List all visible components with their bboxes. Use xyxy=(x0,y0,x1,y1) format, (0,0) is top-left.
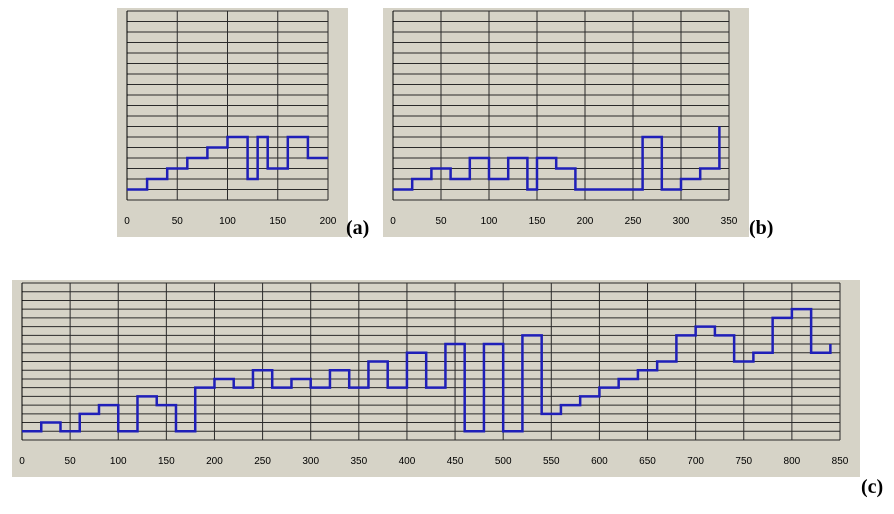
x-tick-label: 450 xyxy=(447,456,464,467)
x-tick-label: 800 xyxy=(784,456,801,467)
x-tick-label: 50 xyxy=(435,216,447,227)
chart-svg-b: 0 50 100 150 200 250 300 350 xyxy=(390,10,738,227)
panel-label-c: (c) xyxy=(861,476,884,498)
panel-label-b: (b) xyxy=(749,217,774,239)
x-tick-label: 300 xyxy=(302,456,319,467)
chart-svg-c: 0 50 100 150 200 250 300 350 400 450 500 550 600 650 7… xyxy=(19,282,849,467)
x-tick-label: 0 xyxy=(124,216,130,227)
x-tick-label: 350 xyxy=(350,456,367,467)
chart-panel-c: 0 50 100 150 200 250 300 350 400 450 500 550 600 650 7… xyxy=(12,280,860,477)
x-tick-label: 750 xyxy=(735,456,752,467)
x-tick-label: 250 xyxy=(625,216,642,227)
x-tick-label: 100 xyxy=(219,216,236,227)
x-tick-label: 300 xyxy=(673,216,690,227)
x-tick-label: 0 xyxy=(19,456,25,467)
x-tick-label: 700 xyxy=(687,456,704,467)
x-tick-label: 650 xyxy=(639,456,656,467)
x-tick-label: 50 xyxy=(65,456,77,467)
chart-svg-a: 0 50 100 150 200 xyxy=(124,10,337,227)
x-tick-label: 550 xyxy=(543,456,560,467)
x-tick-label: 100 xyxy=(110,456,127,467)
x-tick-label: 600 xyxy=(591,456,608,467)
x-tick-label: 0 xyxy=(390,216,396,227)
x-tick-label: 200 xyxy=(320,216,337,227)
x-tick-label: 150 xyxy=(269,216,286,227)
panel-label-a: (a) xyxy=(346,217,370,239)
x-tick-label: 150 xyxy=(529,216,546,227)
chart-panel-b: 0 50 100 150 200 250 300 350 xyxy=(383,8,749,237)
x-tick-label: 50 xyxy=(172,216,184,227)
x-tick-label: 200 xyxy=(206,456,223,467)
step-series-line xyxy=(22,307,832,433)
x-tick-label: 250 xyxy=(254,456,271,467)
x-tick-label: 400 xyxy=(399,456,416,467)
x-tick-label: 850 xyxy=(832,456,849,467)
step-series-line xyxy=(127,135,328,191)
x-tick-label: 500 xyxy=(495,456,512,467)
chart-panel-a: 0 50 100 150 200 xyxy=(117,8,348,237)
x-tick-label: 350 xyxy=(721,216,738,227)
x-tick-label: 200 xyxy=(577,216,594,227)
x-tick-label: 150 xyxy=(158,456,175,467)
step-series-line xyxy=(393,126,721,191)
x-tick-label: 100 xyxy=(481,216,498,227)
